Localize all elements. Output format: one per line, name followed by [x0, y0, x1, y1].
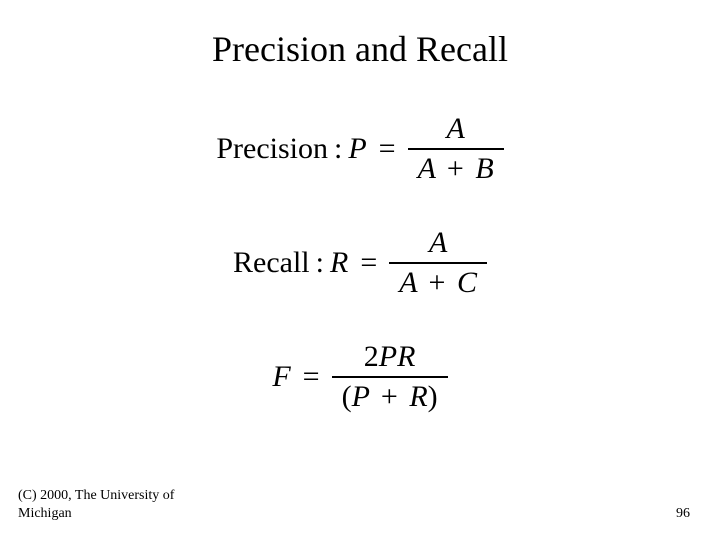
- plus-sign: +: [447, 152, 464, 185]
- coeff-2: 2: [364, 340, 379, 373]
- recall-symbol: R: [330, 246, 348, 280]
- close-paren: ): [428, 380, 438, 413]
- plus-sign: +: [381, 380, 398, 413]
- plus-sign: +: [429, 266, 446, 299]
- recall-formula: Recall : R = A A + C: [233, 224, 487, 302]
- equals-sign: =: [360, 246, 377, 280]
- open-paren: (: [342, 380, 352, 413]
- equals-sign: =: [379, 132, 396, 166]
- fmeasure-symbol: F: [272, 360, 290, 394]
- formulas-container: Precision : P = A A + B Recall : R = A A…: [0, 110, 720, 416]
- den-term-a: A: [399, 266, 417, 299]
- fmeasure-fraction: 2PR (P + R): [332, 338, 448, 416]
- equals-sign: =: [303, 360, 320, 394]
- den-p: P: [352, 380, 370, 413]
- fmeasure-numerator: 2PR: [354, 338, 426, 376]
- colon: :: [334, 132, 342, 166]
- precision-formula: Precision : P = A A + B: [216, 110, 503, 188]
- slide-title: Precision and Recall: [0, 0, 720, 110]
- precision-numerator: A: [436, 110, 474, 148]
- recall-denominator: A + C: [389, 264, 487, 302]
- fmeasure-denominator: (P + R): [332, 378, 448, 416]
- page-number: 96: [676, 506, 690, 522]
- den-term-c: C: [457, 266, 477, 299]
- num-p: P: [379, 340, 397, 373]
- slide-footer: (C) 2000, The University of Michigan 96: [0, 487, 720, 522]
- fmeasure-formula: F = 2PR (P + R): [272, 338, 447, 416]
- den-r: R: [409, 380, 427, 413]
- copyright-text: (C) 2000, The University of Michigan: [18, 487, 198, 522]
- num-r: R: [397, 340, 415, 373]
- precision-fraction: A A + B: [408, 110, 504, 188]
- recall-label: Recall: [233, 246, 310, 280]
- precision-symbol: P: [348, 132, 366, 166]
- precision-label: Precision: [216, 132, 328, 166]
- den-term-a: A: [418, 152, 436, 185]
- recall-fraction: A A + C: [389, 224, 487, 302]
- den-term-b: B: [475, 152, 493, 185]
- colon: :: [316, 246, 324, 280]
- recall-numerator: A: [419, 224, 457, 262]
- precision-denominator: A + B: [408, 150, 504, 188]
